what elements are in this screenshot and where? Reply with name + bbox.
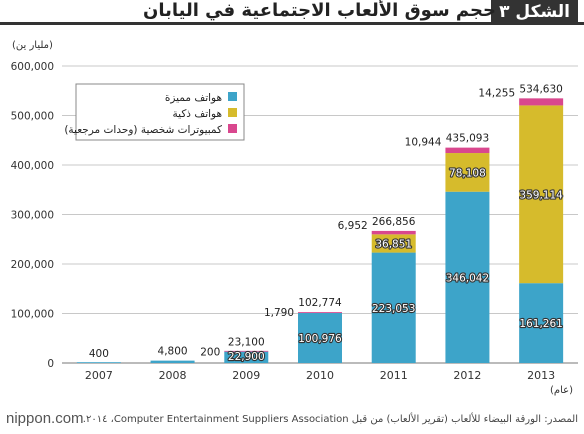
bars — [76, 98, 564, 363]
side-value-label: 14,255 — [478, 87, 515, 99]
side-value-label: 200 — [200, 347, 220, 359]
side-value-label: 6,952 — [338, 220, 368, 232]
x-tick-label: 2012 — [453, 369, 481, 382]
bar-segment — [445, 153, 490, 192]
side-value-label: 10,944 — [405, 137, 442, 149]
x-tick-label: 2011 — [380, 369, 408, 382]
bar-segment — [371, 234, 416, 253]
chart-title: حجم سوق الألعاب الاجتماعية في اليابان — [142, 0, 496, 21]
legend-swatch — [228, 124, 237, 133]
x-axis-unit: (عام) — [550, 385, 573, 396]
bar-segment — [371, 230, 416, 235]
figure-label: الشكل ٣ — [491, 0, 578, 25]
total-label: 400 — [89, 348, 109, 360]
bar-segment — [76, 362, 121, 363]
y-tick-label: 300,000 — [11, 210, 54, 222]
segment-value-label: 359,114 — [519, 189, 563, 201]
data-labels: 22,900 100,976 223,053 346,042 161,261 36,851… — [89, 83, 564, 364]
legend-swatch — [228, 108, 237, 117]
chart-header: الشكل ٣ حجم سوق الألعاب الاجتماعية في ال… — [0, 0, 584, 30]
legend-label: كمبيوترات شخصية (وحدات مرجعية) — [64, 124, 222, 136]
segment-value-label: 223,053 — [372, 303, 415, 315]
bar-segment — [519, 283, 564, 363]
y-axis-unit: (مليار ين) — [12, 40, 53, 51]
nippon-logo: nippon.com — [6, 410, 84, 427]
bar-segment — [298, 313, 342, 363]
y-tick-label: 600,000 — [11, 61, 54, 73]
bar-segment — [224, 350, 269, 352]
total-label: 102,774 — [298, 297, 342, 309]
legend-box — [75, 83, 245, 141]
bar-segment — [445, 191, 490, 363]
segment-value-label: 100,976 — [298, 333, 342, 345]
legend-label: هواتف مميزة — [165, 92, 222, 104]
segment-value-label: 36,851 — [375, 238, 412, 250]
y-tick-label: 500,000 — [11, 111, 54, 123]
bar-segment — [150, 360, 195, 363]
legend: هواتف مميزة هواتف ذكية كمبيوترات شخصية (وح… — [64, 83, 245, 141]
y-tick-label: 200,000 — [11, 259, 54, 271]
bar-segment — [371, 252, 416, 363]
bar-segment — [519, 105, 564, 284]
x-tick-label: 2008 — [159, 369, 187, 382]
side-value-label: 1,790 — [264, 307, 294, 319]
segment-value-label: 78,108 — [449, 167, 486, 179]
x-tick-label: 2009 — [232, 369, 260, 382]
x-tick-label: 2013 — [527, 369, 555, 382]
header-rule — [0, 22, 584, 25]
bar-segment — [298, 312, 342, 314]
bar-segment — [519, 98, 564, 106]
x-tick-label: 2010 — [306, 369, 334, 382]
total-label: 435,093 — [446, 133, 489, 145]
source-note: المصدر: الورقة البيضاء للألعاب (تقرير ال… — [82, 414, 578, 425]
total-label: 266,856 — [372, 216, 416, 228]
legend-swatch — [228, 92, 237, 101]
total-label: 4,800 — [158, 346, 188, 358]
bar-segment — [224, 351, 269, 363]
x-tick-label: 2007 — [85, 369, 113, 382]
legend-label: هواتف ذكية — [173, 108, 222, 120]
segment-value-label: 161,261 — [519, 318, 562, 330]
y-tick-label: 400,000 — [11, 160, 54, 172]
bar-segment — [445, 147, 490, 154]
total-label: 23,100 — [228, 337, 265, 349]
total-label: 534,630 — [519, 83, 562, 95]
stacked-bar-chart: 0 100,000 200,000 300,000 400,000 500,000 600,… — [11, 40, 578, 396]
segment-value-label: 22,900 — [228, 351, 265, 363]
y-tick-label: 100,000 — [11, 309, 54, 321]
segment-value-label: 346,042 — [446, 272, 489, 284]
y-tick-label: 0 — [47, 358, 54, 370]
